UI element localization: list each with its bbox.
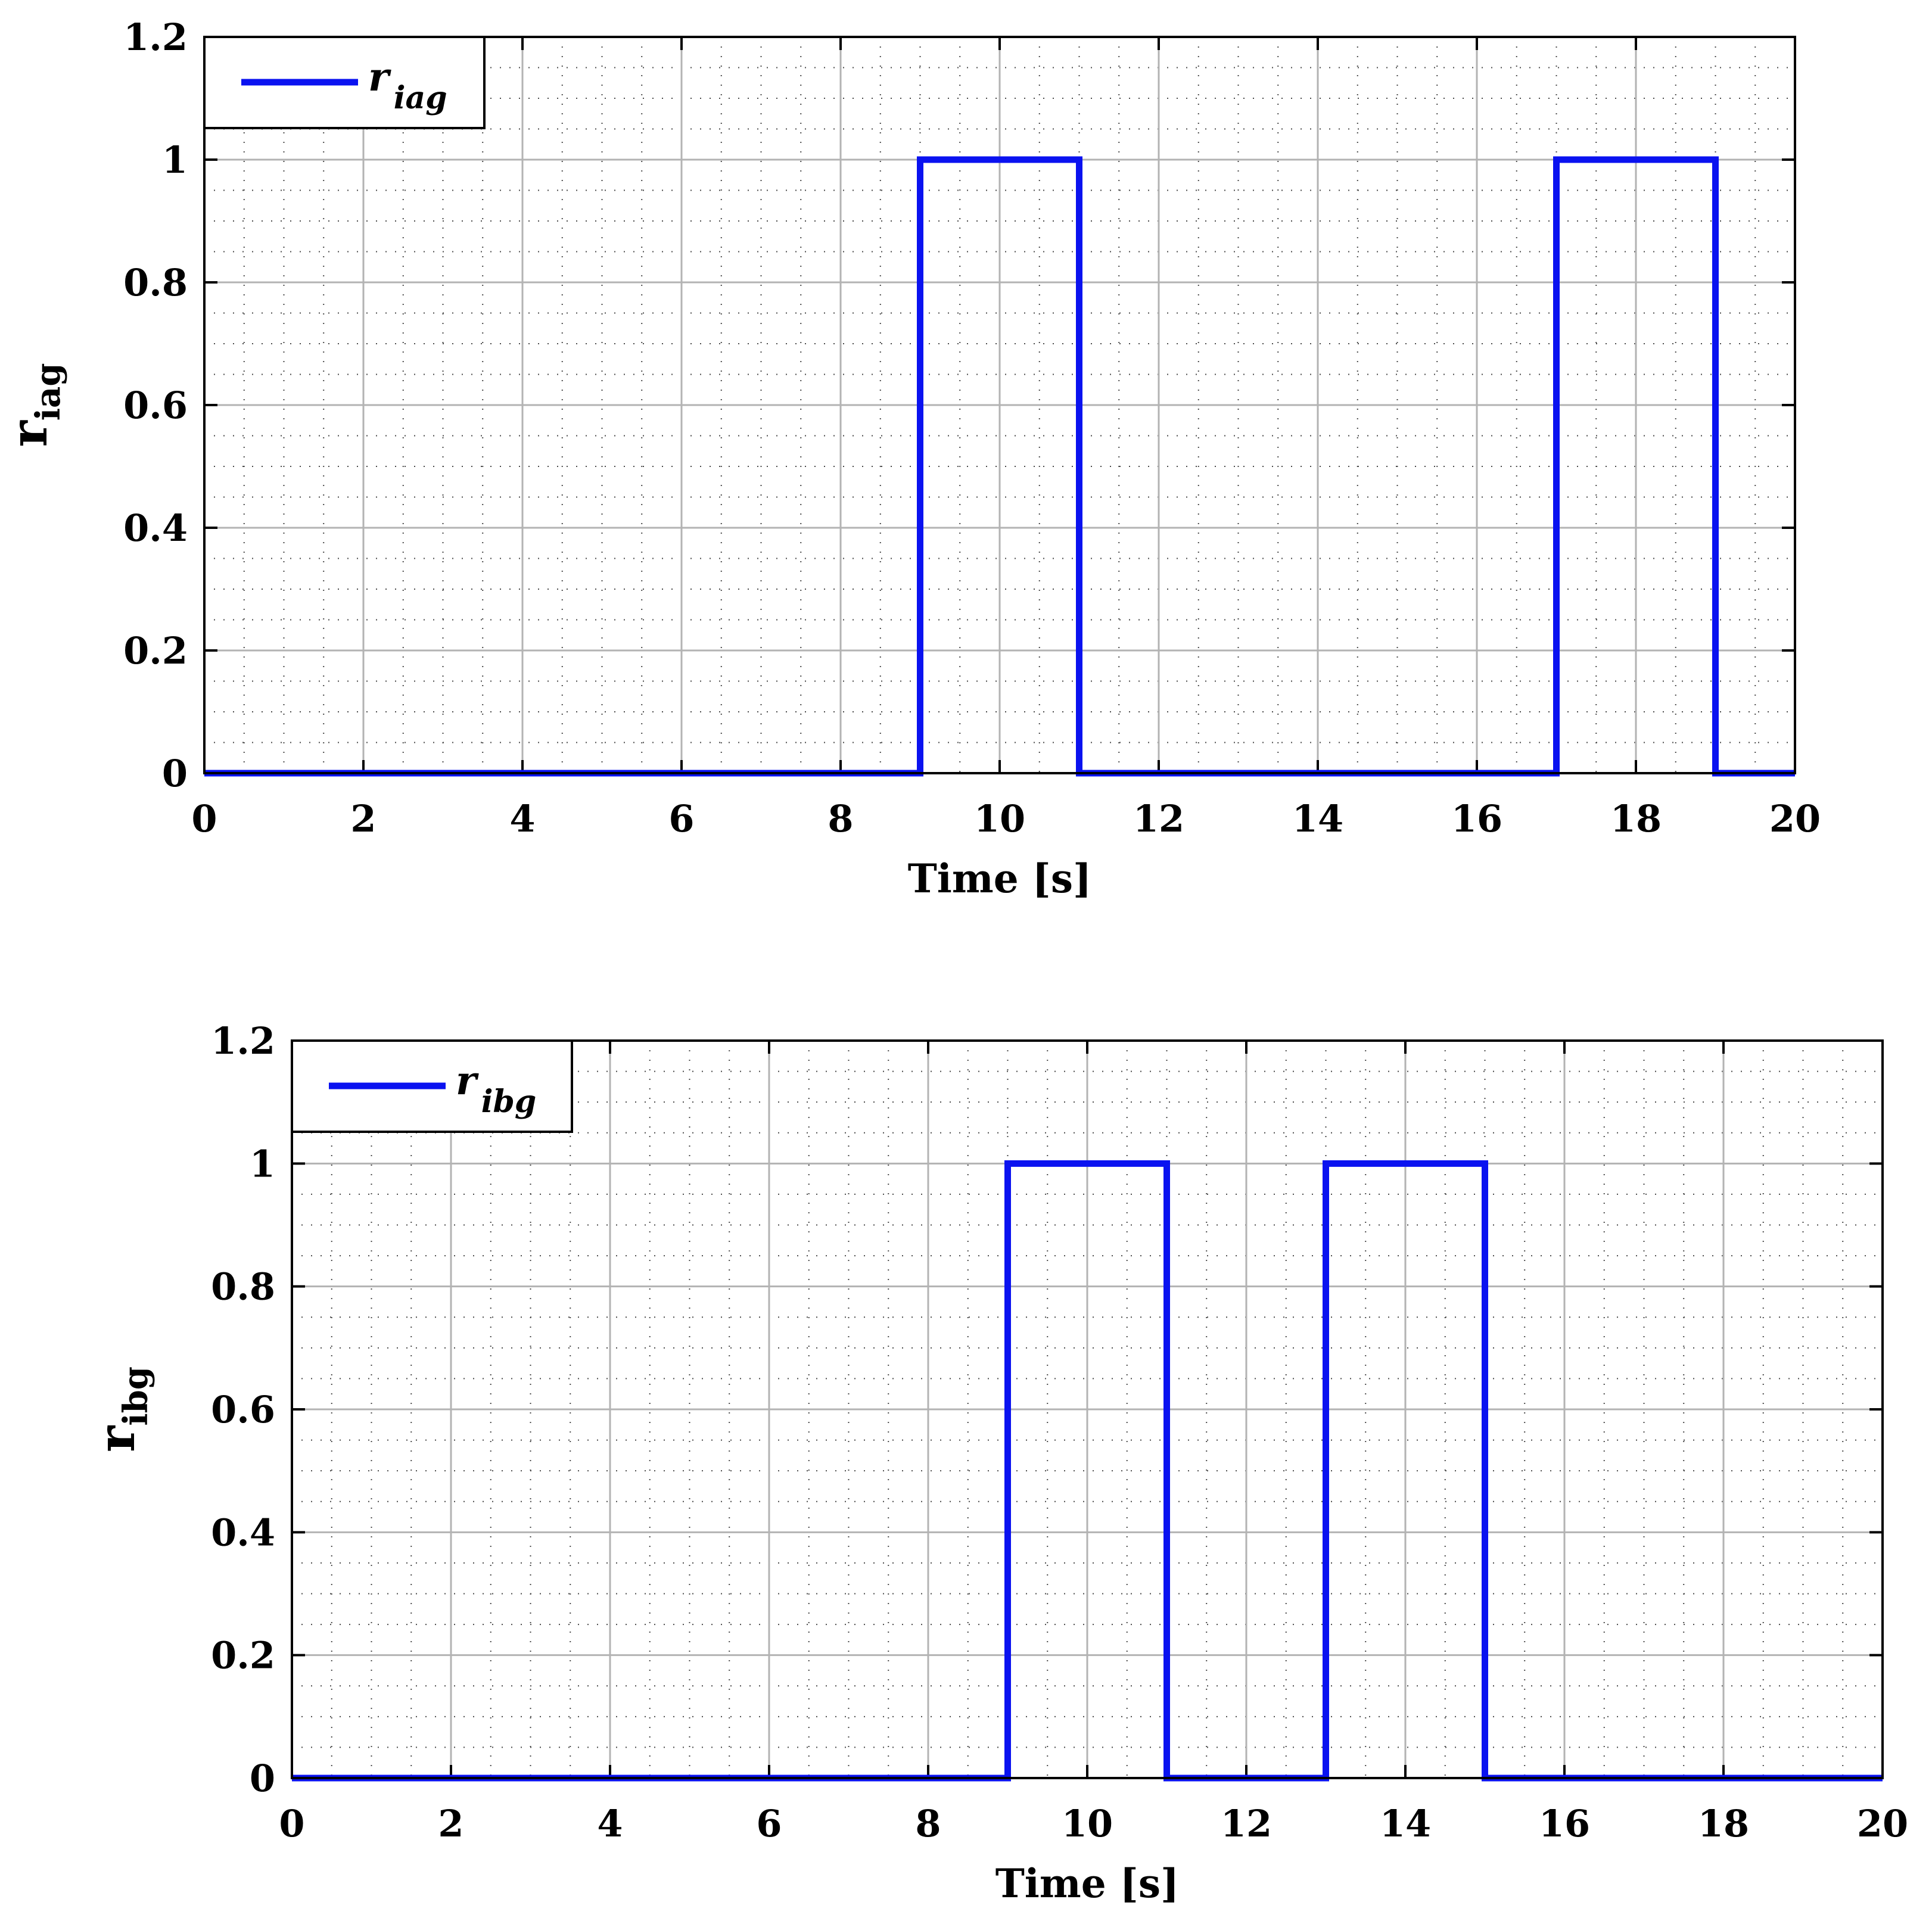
y-tick-label: 0.6 (211, 1388, 275, 1431)
x-tick-label: 2 (438, 1802, 463, 1845)
minor-grid (204, 37, 1795, 773)
y-tick-label: 0.2 (211, 1634, 275, 1677)
y-axis-title: riag (0, 363, 68, 447)
legend-label: r iag (368, 54, 447, 116)
x-axis-title: Time [s] (908, 855, 1092, 902)
y-tick-label: 0.2 (123, 629, 188, 673)
x-tick-label: 10 (1062, 1802, 1113, 1845)
y-axis-title: ribg (87, 1366, 155, 1452)
x-tick-label: 6 (668, 797, 694, 840)
y-tick-label: 1 (162, 138, 188, 182)
x-tick-label: 10 (974, 797, 1025, 840)
chart-panel-1: 0 2 4 6 8 10 12 14 16 18 20 0 0.2 0.4 0.6 0.8 1 1.2 Time [… (0, 15, 1821, 902)
y-tick-label: 0.8 (123, 261, 188, 304)
axes-box (203, 36, 1796, 774)
x-tick-label: 8 (827, 797, 853, 840)
x-tick-label: 20 (1769, 797, 1821, 840)
x-tick-label: 12 (1133, 797, 1184, 840)
x-tick-label: 16 (1539, 1802, 1590, 1845)
axes-box (291, 1039, 1884, 1779)
y-tick-label: 0 (162, 752, 188, 795)
x-tick-label: 6 (756, 1802, 782, 1845)
legend: r iag (203, 36, 486, 129)
x-tick-label: 16 (1451, 797, 1502, 840)
x-tick-label: 2 (350, 797, 376, 840)
y-tick-label: 1.2 (123, 15, 188, 59)
y-tick-label: 0.8 (211, 1265, 275, 1309)
legend-label: r ibg (456, 1057, 536, 1120)
y-tick-label: 0.6 (123, 384, 188, 427)
x-tick-label: 0 (279, 1802, 304, 1845)
y-tick-label: 1.2 (211, 1019, 275, 1063)
x-tick-label: 4 (597, 1802, 623, 1845)
chart-panel-2: 0 2 4 6 8 10 12 14 16 18 20 0 0.2 0.4 0.6 0.8 1 1.2 Time [… (87, 1019, 1908, 1907)
x-tick-label: 14 (1292, 797, 1343, 840)
y-tick-label: 0 (250, 1757, 275, 1800)
x-tick-label: 4 (509, 797, 535, 840)
x-tick-label: 18 (1698, 1802, 1749, 1845)
y-tick-label: 0.4 (211, 1511, 275, 1554)
minor-grid (292, 1041, 1883, 1778)
x-tick-label: 14 (1380, 1802, 1431, 1845)
x-tick-label: 18 (1610, 797, 1662, 840)
x-tick-label: 0 (191, 797, 217, 840)
legend: r ibg (291, 1039, 573, 1133)
x-tick-label: 20 (1857, 1802, 1908, 1845)
x-tick-label: 8 (915, 1802, 941, 1845)
x-tick-label: 12 (1221, 1802, 1272, 1845)
y-tick-label: 1 (250, 1142, 275, 1185)
y-tick-label: 0.4 (123, 506, 188, 550)
x-axis-title: Time [s] (995, 1860, 1180, 1907)
